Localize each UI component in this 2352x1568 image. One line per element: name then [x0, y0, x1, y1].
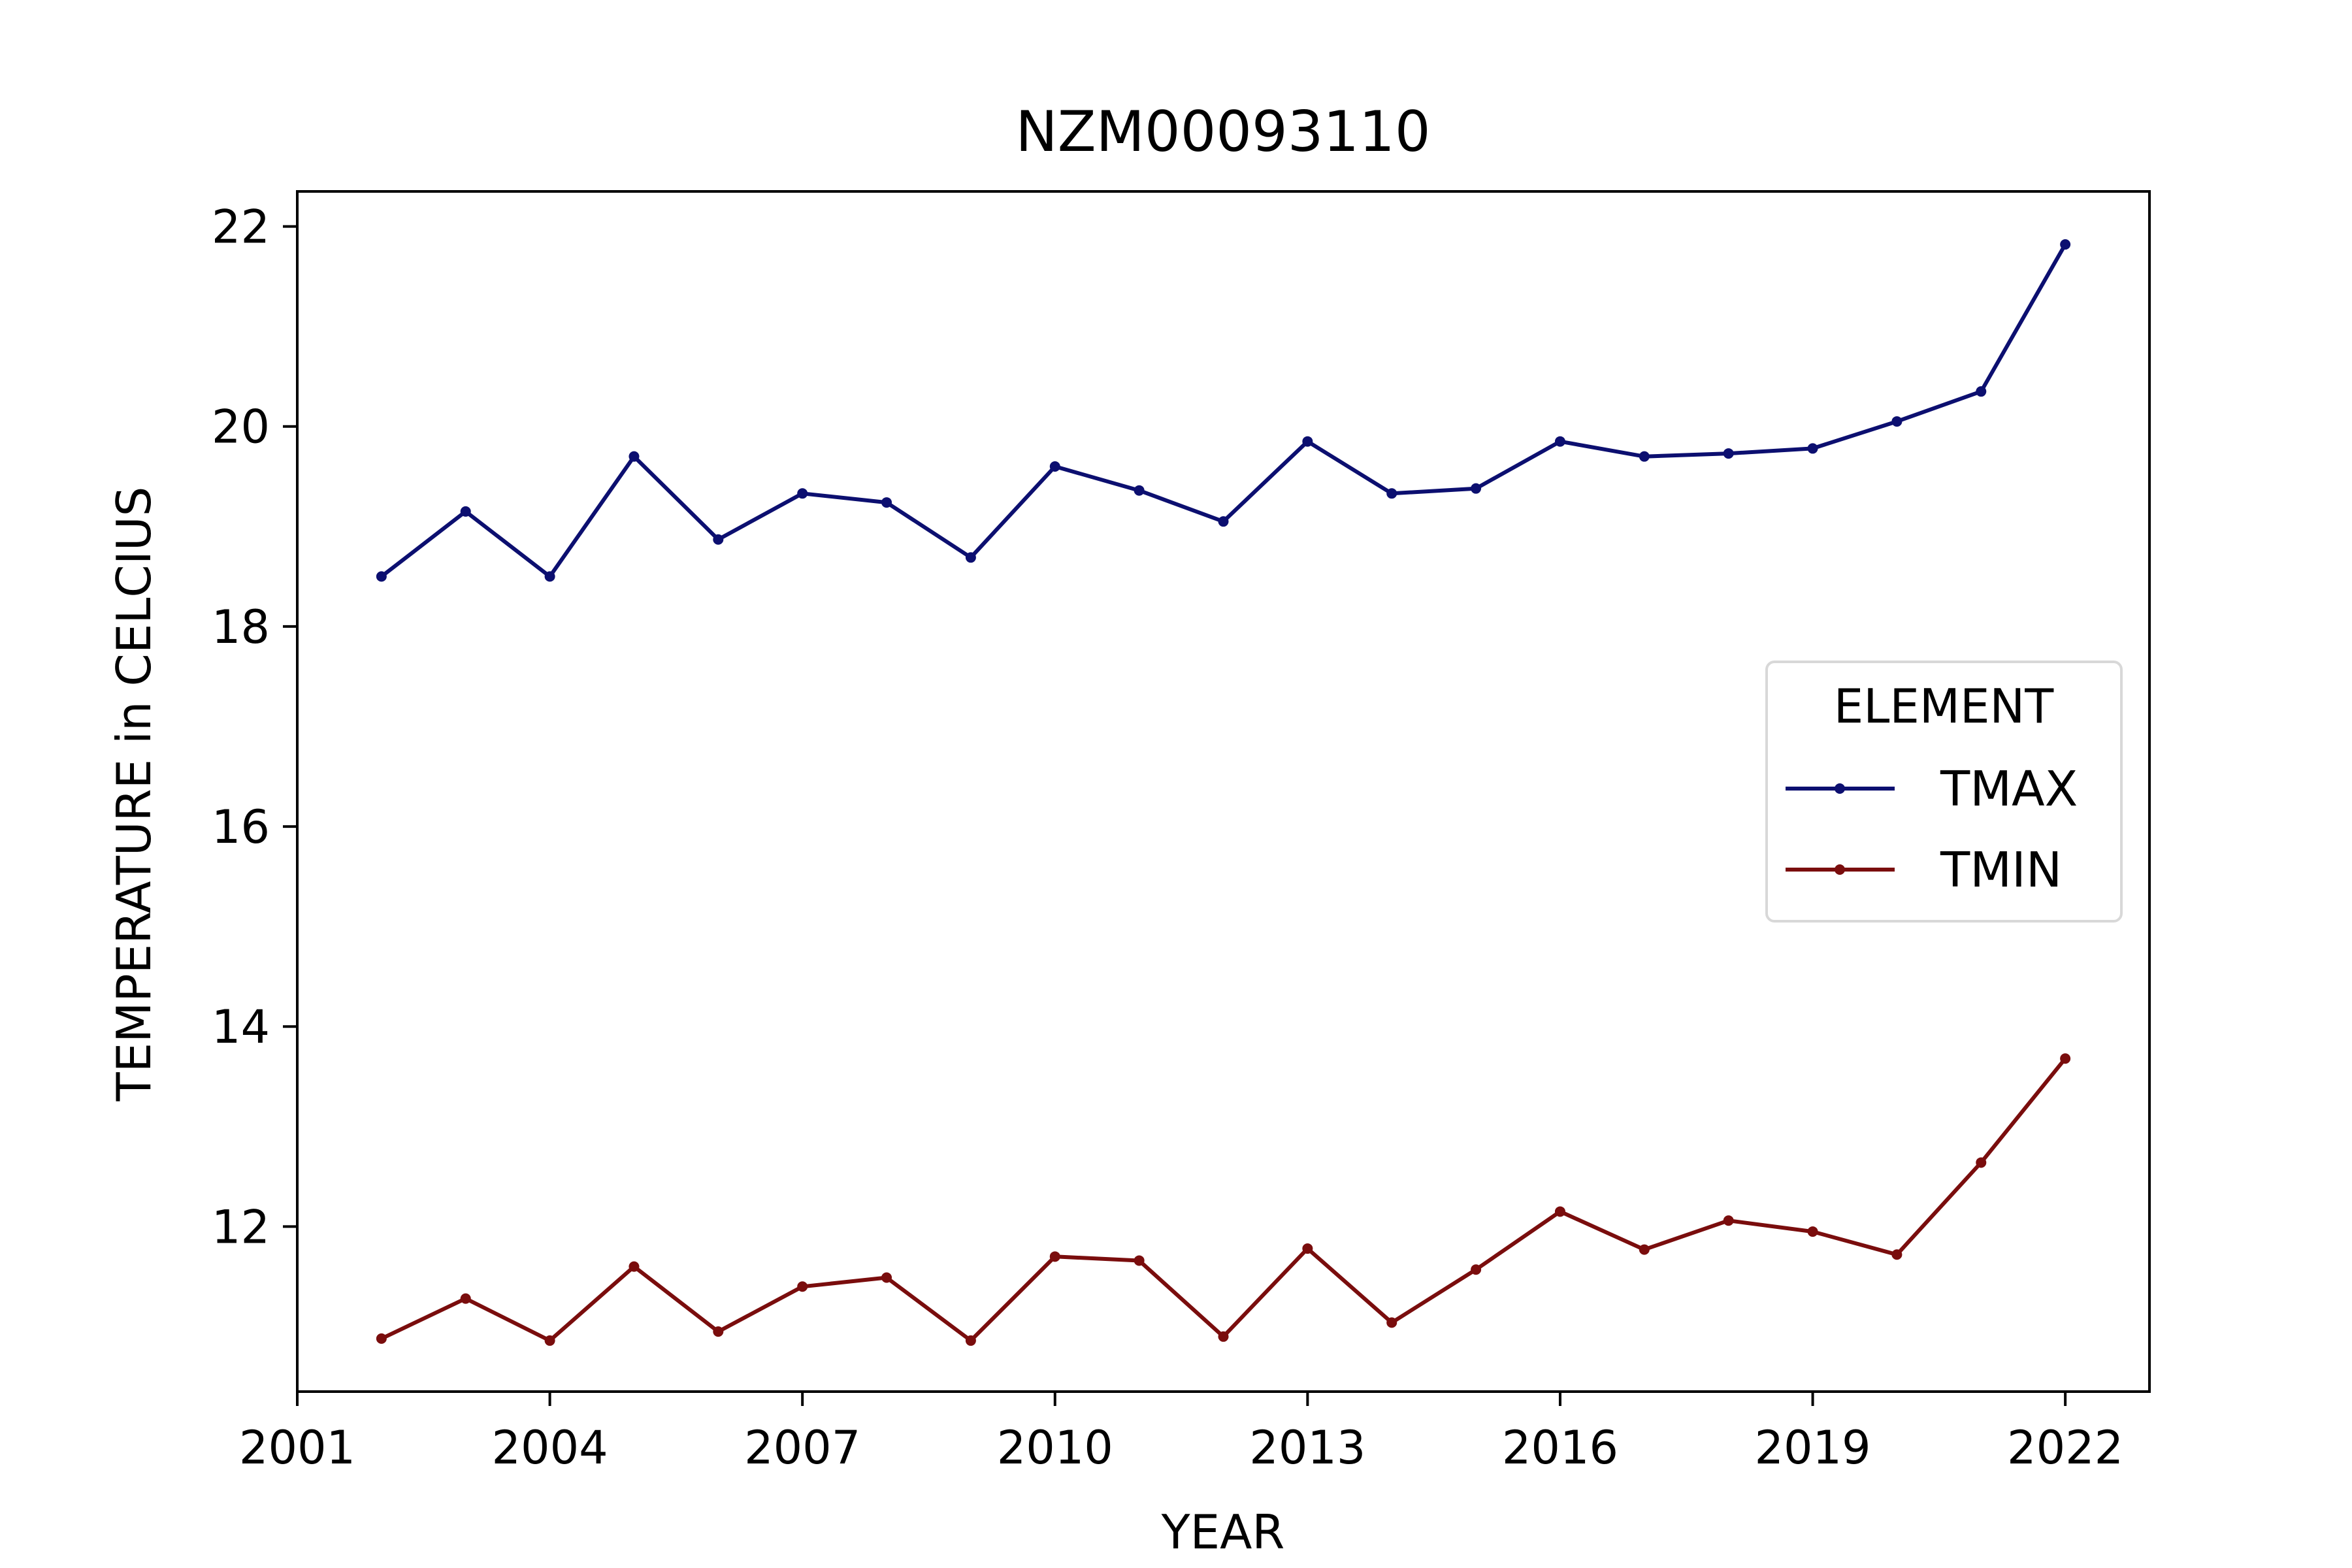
- plot-frame: [296, 190, 2151, 1393]
- data-point-tmin: [1134, 1255, 1145, 1266]
- data-point-tmax: [713, 534, 724, 545]
- x-tick-label: 2013: [1249, 1421, 1365, 1475]
- data-point-tmax: [544, 571, 555, 582]
- data-point-tmax: [1639, 451, 1650, 462]
- data-point-tmin: [1976, 1157, 1987, 1168]
- y-axis-label: TEMPERATURE in CELCIUS: [106, 487, 161, 1102]
- legend-box: [1765, 661, 2123, 923]
- data-point-tmin: [713, 1326, 724, 1337]
- data-point-tmin: [2060, 1053, 2071, 1064]
- data-point-tmin: [1218, 1331, 1229, 1342]
- legend-marker-tmin: [1835, 864, 1845, 875]
- data-point-tmin: [1891, 1249, 1903, 1260]
- data-point-tmax: [965, 552, 976, 563]
- data-point-tmin: [1302, 1243, 1313, 1254]
- data-point-tmax: [1134, 485, 1145, 496]
- data-point-tmax: [1976, 386, 1987, 397]
- legend-items: TMAX TMIN: [1786, 761, 2078, 898]
- data-point-tmax: [1218, 516, 1229, 527]
- legend-marker-tmax: [1835, 783, 1845, 794]
- data-point-tmax: [1807, 443, 1818, 454]
- x-tick-label: 2016: [1502, 1421, 1618, 1475]
- chart-title: NZM00093110: [1015, 99, 1430, 165]
- data-point-tmax: [1891, 416, 1903, 427]
- data-point-tmin: [1471, 1264, 1482, 1275]
- y-tick-label: 16: [212, 800, 270, 854]
- data-point-tmax: [1386, 488, 1397, 499]
- y-tick-label: 12: [212, 1200, 270, 1254]
- x-tick-label: 2004: [492, 1421, 608, 1475]
- data-point-tmin: [376, 1333, 387, 1344]
- x-tick-label: 2022: [2007, 1421, 2123, 1475]
- data-point-tmin: [629, 1261, 640, 1272]
- x-tick-label: 2001: [239, 1421, 355, 1475]
- data-point-tmin: [1049, 1251, 1060, 1262]
- data-point-tmin: [1723, 1215, 1734, 1226]
- data-point-tmin: [1386, 1317, 1397, 1328]
- x-tick-label: 2019: [1754, 1421, 1870, 1475]
- data-point-tmin: [1639, 1244, 1650, 1255]
- x-tick-label: 2007: [744, 1421, 860, 1475]
- axis-ticks: 2001 2004 2007 2010 2013 2016 2019 202212141618…: [212, 201, 2123, 1475]
- data-point-tmax: [881, 497, 892, 508]
- y-axis-label-group: TEMPERATURE in CELCIUS: [106, 487, 161, 1102]
- data-point-tmin: [797, 1281, 808, 1292]
- legend-label-tmin: TMIN: [1940, 842, 2062, 898]
- data-point-tmax: [2060, 239, 2071, 250]
- data-point-tmax: [1302, 436, 1313, 447]
- x-tick-label: 2010: [997, 1421, 1113, 1475]
- data-point-tmin: [881, 1272, 892, 1283]
- x-axis-label: YEAR: [1161, 1505, 1285, 1560]
- y-tick-label: 22: [212, 201, 270, 254]
- y-tick-label: 14: [212, 1000, 270, 1054]
- data-point-tmax: [629, 451, 640, 462]
- data-point-tmin: [460, 1293, 471, 1304]
- data-point-tmin: [965, 1335, 976, 1346]
- data-point-tmax: [460, 506, 471, 517]
- series-layer: [376, 239, 2071, 1346]
- data-point-tmax: [1049, 461, 1060, 472]
- y-tick-label: 20: [212, 400, 270, 454]
- legend: ELEMENT TMAX TMIN: [1765, 661, 2123, 923]
- data-point-tmin: [544, 1335, 555, 1346]
- data-point-tmin: [1554, 1206, 1565, 1217]
- legend-title: ELEMENT: [1834, 679, 2055, 734]
- data-point-tmin: [1807, 1226, 1818, 1237]
- data-point-tmax: [1554, 436, 1565, 447]
- data-point-tmax: [797, 488, 808, 499]
- data-point-tmax: [1723, 448, 1734, 459]
- y-tick-label: 18: [212, 600, 270, 654]
- legend-label-tmax: TMAX: [1940, 761, 2078, 817]
- data-point-tmax: [376, 571, 387, 582]
- data-point-tmax: [1471, 483, 1482, 494]
